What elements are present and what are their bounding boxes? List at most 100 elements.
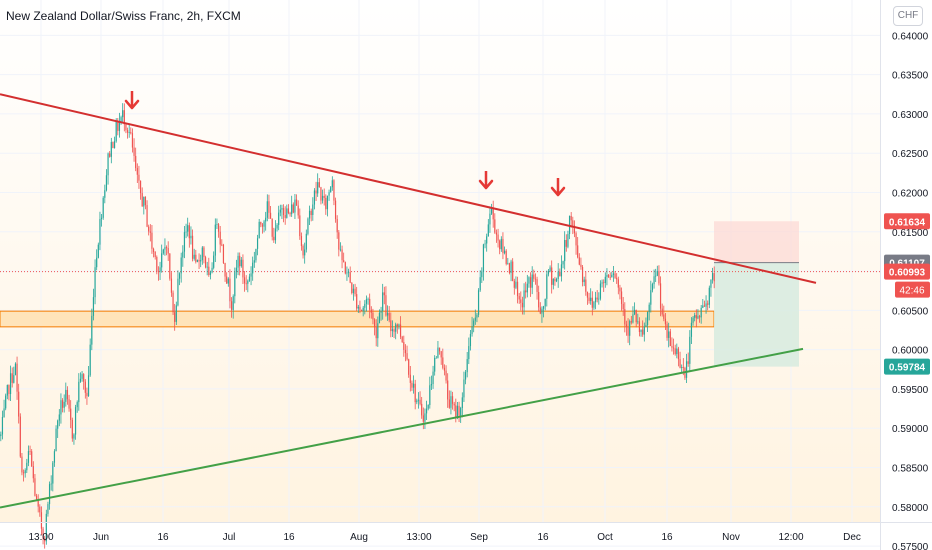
candle (323, 188, 325, 206)
candle (170, 272, 173, 297)
candle (325, 194, 327, 215)
candle-body (408, 359, 410, 375)
candle (583, 276, 585, 287)
candle (289, 211, 291, 217)
time-tick-label: 16 (283, 532, 295, 543)
candle-body (47, 504, 49, 514)
candle-body (165, 247, 168, 249)
candle (123, 103, 125, 132)
candle (640, 329, 642, 337)
candle-body (63, 401, 65, 408)
candle (146, 200, 148, 228)
candle-body (362, 307, 364, 312)
candle (21, 452, 23, 476)
candle-body (695, 315, 697, 319)
candle (320, 186, 322, 205)
candle (482, 243, 485, 281)
time-tick-label: 13:00 (406, 532, 431, 543)
candle-body (219, 231, 221, 245)
candle-body (87, 375, 90, 397)
candle (40, 506, 43, 536)
currency-button[interactable]: CHF (893, 6, 923, 26)
candle (383, 286, 385, 305)
candle (336, 215, 338, 239)
candle (612, 265, 615, 282)
candle-body (528, 277, 530, 284)
candle (328, 189, 330, 201)
candle (152, 247, 155, 258)
candle (385, 286, 387, 317)
candle-body (300, 236, 303, 246)
candle-body (313, 190, 316, 205)
candle-body (102, 197, 104, 218)
candle-body (312, 204, 314, 215)
candle-body (492, 208, 494, 220)
candle-body (581, 266, 584, 283)
candle-body (401, 336, 403, 343)
candle-body (154, 251, 156, 258)
candle-body (39, 506, 41, 513)
candle-body (598, 298, 600, 300)
candle-body (577, 245, 579, 258)
candle (190, 226, 192, 245)
candle (19, 413, 21, 459)
candle-body (703, 305, 706, 307)
candle-body (646, 312, 649, 326)
down-arrow-icon (124, 91, 140, 110)
candle (398, 323, 400, 330)
candle-body (663, 314, 665, 319)
candle-body (34, 478, 36, 496)
candle (372, 308, 374, 325)
candle-body (489, 213, 491, 225)
candle-body (143, 196, 145, 207)
price-label-text: 0.61634 (889, 217, 926, 228)
candle (273, 227, 275, 243)
candle (479, 270, 481, 292)
candle (690, 317, 693, 344)
candle-body (378, 312, 381, 324)
candle-body (258, 221, 260, 239)
candle (177, 270, 179, 307)
candle-body (117, 121, 119, 131)
candle (107, 152, 109, 185)
candle-body (659, 283, 662, 309)
candle (432, 365, 434, 389)
time-axis[interactable]: 13:00 Jun 16 Jul 16 Aug 13:00 Sep 16 Oct 16 Nov 12:0… (28, 532, 860, 543)
candle-body (536, 279, 538, 292)
candle (697, 309, 699, 320)
candle (473, 318, 475, 333)
candle (378, 309, 381, 324)
candle (174, 303, 176, 331)
price-tick-label: 0.62000 (892, 189, 929, 200)
candle (60, 393, 62, 424)
candle-body (208, 266, 210, 276)
candle (443, 364, 446, 376)
price-axis[interactable]: 0.64000 0.63500 0.63000 0.62500 0.62000 0.615… (892, 31, 929, 550)
candle (427, 404, 429, 411)
candle-body (282, 208, 285, 216)
candle-body (689, 336, 691, 364)
countdown-badge: 42:46 (895, 281, 930, 298)
candle-body (557, 271, 559, 279)
candle-body (182, 251, 184, 258)
price-tick-label: 0.63000 (892, 110, 929, 121)
candle-body (448, 399, 450, 408)
candle (401, 335, 403, 343)
candle-body (614, 273, 616, 278)
candle-body (533, 274, 535, 279)
candle-body (666, 324, 668, 338)
candle (55, 425, 57, 452)
candle (606, 268, 608, 286)
candle-body (135, 155, 137, 169)
candle (234, 267, 236, 304)
candle (230, 297, 233, 318)
candle (78, 373, 80, 411)
support-trendline (0, 347, 804, 509)
candle (425, 400, 428, 421)
candle-body (419, 399, 421, 404)
candle (627, 318, 629, 343)
countdown-bg (895, 281, 930, 298)
candle-body (570, 215, 572, 221)
candle (45, 509, 47, 545)
